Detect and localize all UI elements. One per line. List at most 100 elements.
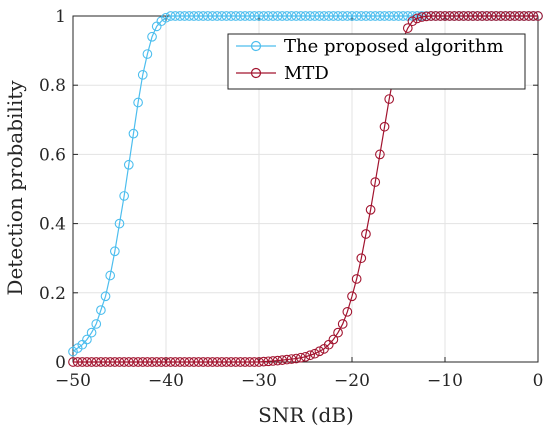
data-point-0 [389, 11, 399, 21]
data-point-1 [444, 11, 455, 21]
data-point-0 [207, 11, 218, 21]
x-tick-label: −20 [334, 371, 370, 391]
data-point-1 [333, 327, 343, 338]
data-point-0 [109, 246, 120, 257]
data-point-0 [277, 11, 288, 21]
x-tick-label: −30 [241, 371, 277, 391]
data-point-0 [356, 11, 367, 21]
data-point-0 [370, 11, 381, 21]
data-point-1 [509, 11, 520, 21]
series-1 [68, 11, 543, 367]
data-point-1 [235, 357, 246, 367]
data-point-1 [365, 204, 376, 215]
data-point-0 [216, 11, 227, 21]
ticks: −50 −40 −30 −20 −10 0 0 0.2 0.4 0.6 0.8 1 [39, 7, 543, 391]
data-point-0 [123, 159, 134, 170]
data-point-1 [221, 357, 232, 367]
x-axis-label: SNR (dB) [258, 403, 354, 427]
data-point-1 [184, 357, 195, 367]
data-point-1 [482, 11, 492, 21]
data-point-0 [128, 128, 139, 139]
data-point-1 [421, 11, 432, 22]
data-point-0 [254, 11, 264, 21]
data-point-0 [142, 49, 153, 59]
data-point-1 [249, 357, 260, 367]
data-point-0 [82, 334, 92, 345]
data-point-1 [91, 357, 102, 367]
data-point-1 [402, 23, 413, 33]
x-tick-label: −10 [427, 371, 463, 391]
data-point-1 [347, 291, 357, 302]
data-point-1 [477, 11, 488, 21]
data-point-0 [230, 11, 241, 21]
data-point-1 [440, 11, 450, 21]
data-point-0 [342, 11, 353, 21]
data-point-0 [170, 11, 181, 21]
y-tick-label: 0.4 [39, 215, 66, 235]
data-point-1 [528, 11, 539, 21]
data-point-0 [240, 11, 250, 21]
x-tick-label: −50 [55, 371, 91, 391]
x-tick-label: 0 [533, 371, 544, 391]
data-point-1 [147, 357, 157, 367]
data-point-1 [96, 357, 106, 367]
data-point-0 [161, 12, 171, 23]
data-point-1 [449, 11, 460, 21]
data-point-1 [151, 357, 162, 367]
data-point-0 [309, 11, 320, 21]
data-point-1 [379, 121, 390, 132]
data-point-1 [203, 357, 213, 367]
data-point-1 [435, 11, 446, 21]
data-point-0 [361, 11, 371, 21]
legend-label-proposed: The proposed algorithm [284, 36, 504, 57]
data-point-1 [514, 11, 525, 21]
data-point-1 [156, 357, 167, 367]
data-point-0 [91, 319, 102, 329]
data-point-0 [193, 11, 204, 21]
data-point-1 [519, 11, 529, 21]
data-point-0 [137, 69, 148, 80]
data-point-0 [323, 11, 334, 21]
data-point-1 [286, 354, 297, 364]
data-point-1 [407, 16, 418, 27]
data-point-1 [314, 346, 325, 357]
data-point-0 [235, 11, 246, 21]
data-point-1 [337, 319, 348, 329]
data-point-1 [189, 357, 199, 367]
data-point-0 [314, 11, 325, 21]
data-point-0 [347, 11, 357, 21]
data-point-1 [305, 350, 316, 361]
data-point-0 [96, 305, 106, 315]
data-point-1 [175, 357, 185, 367]
data-point-1 [105, 357, 116, 367]
legend-marker-proposed [250, 40, 262, 52]
legend: The proposed algorithm MTD [227, 33, 526, 90]
data-point-0 [147, 31, 157, 42]
data-point-0 [282, 11, 292, 21]
data-point-1 [268, 356, 278, 366]
data-point-1 [240, 357, 250, 367]
y-tick-label: 0.8 [39, 76, 66, 96]
data-point-0 [286, 11, 297, 21]
legend-marker-mtd [250, 67, 262, 79]
data-point-1 [193, 357, 204, 367]
data-point-1 [170, 357, 181, 367]
data-point-1 [161, 357, 171, 367]
data-point-0 [328, 11, 339, 21]
data-point-0 [319, 11, 329, 21]
data-point-1 [463, 11, 474, 21]
data-point-1 [272, 355, 283, 366]
data-point-1 [119, 357, 129, 367]
data-point-0 [268, 11, 278, 21]
data-point-0 [133, 97, 143, 108]
data-point-1 [523, 11, 534, 21]
data-point-1 [86, 357, 97, 367]
data-point-1 [282, 354, 292, 365]
data-point-0 [226, 11, 236, 21]
data-point-0 [291, 11, 302, 21]
data-point-0 [337, 11, 348, 21]
data-point-1 [375, 149, 385, 160]
data-point-1 [165, 357, 176, 367]
data-point-1 [212, 357, 222, 367]
